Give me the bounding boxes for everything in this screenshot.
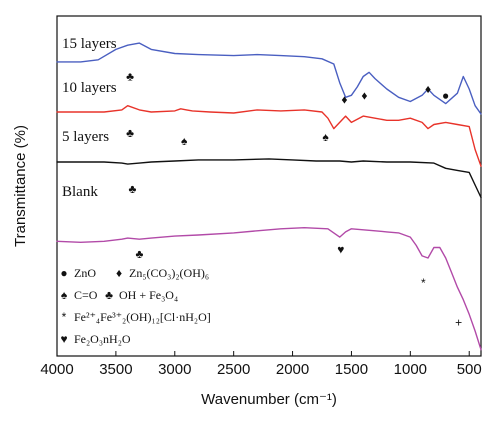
peak-marker-2: ♦ (361, 88, 367, 102)
legend: ● ZnO ♦ Zn₅(CO₃)₂(OH)₆ ♠ C=O ♣ OH + Fe₃O… (60, 266, 210, 346)
legend-label-carbonyl: C=O (74, 288, 98, 302)
peak-marker-11: * (421, 276, 426, 290)
legend-marker-green-rust: * (62, 310, 67, 324)
legend-label-zinc-carbonate: Zn₅(CO₃)₂(OH)₆ (129, 266, 209, 280)
series-line-15-layers (56, 42, 482, 115)
peak-marker-8: ♣ (128, 182, 136, 196)
legend-marker-oh-fe3o4: ♣ (105, 288, 113, 302)
legend-label-green-rust: Fe²⁺₄Fe³⁺₂(OH)₁₂[Cl·nH₂O] (74, 310, 211, 324)
peak-marker-7: ♠ (322, 130, 329, 144)
plot-frame (56, 15, 482, 357)
peak-marker-12: + (455, 316, 462, 330)
legend-label-zno: ZnO (74, 266, 96, 280)
curve-label-10-layers: 10 layers (62, 80, 117, 96)
peak-marker-5: ♣ (126, 126, 134, 140)
x-axis-ticks: 4000 3500 3000 2500 2000 1500 1000 500 (40, 351, 482, 378)
curve-label-blank: Blank (62, 184, 98, 200)
peak-marker-10: ♥ (337, 243, 344, 257)
x-axis-label: Wavenumber (cm⁻¹) (201, 391, 337, 408)
x-tick-label-2500: 2500 (217, 361, 250, 378)
peak-marker-1: ♦ (341, 92, 347, 106)
legend-marker-carbonyl: ♠ (61, 288, 68, 302)
x-tick-label-3500: 3500 (99, 361, 132, 378)
peak-marker-9: ♣ (136, 247, 144, 261)
legend-marker-zno: ● (60, 266, 67, 280)
peak-marker-3: ♦ (425, 82, 431, 96)
x-tick-label-3000: 3000 (158, 361, 191, 378)
x-tick-label-1000: 1000 (394, 361, 427, 378)
x-tick-label-500: 500 (457, 361, 482, 378)
curve-label-15-layers: 15 layers (62, 36, 117, 52)
peak-marker-6: ♠ (181, 134, 188, 148)
series-layer (56, 42, 482, 351)
series-line-blank (56, 226, 482, 351)
legend-marker-zinc-carbonate: ♦ (116, 266, 122, 280)
legend-label-oh-fe3o4: OH + Fe₃O₄ (119, 288, 178, 302)
x-tick-label-4000: 4000 (40, 361, 73, 378)
peak-marker-4: ● (442, 88, 449, 102)
y-axis-label: Transmittance (%) (12, 125, 29, 247)
annotation-layer: ♣ ♦ ♦ ♦ ● ♣ ♠ ♠ ♣ ♣ ♥ * + (126, 69, 462, 329)
peak-marker-0: ♣ (126, 69, 134, 83)
legend-label-hydrated-fe2o3: Fe₂O₃nH₂O (74, 332, 131, 346)
curve-label-5-layers: 5 layers (62, 129, 109, 145)
curve-labels: 15 layers 10 layers 5 layers Blank (62, 36, 117, 200)
legend-marker-hydrated-fe2o3: ♥ (60, 332, 67, 346)
x-tick-label-1500: 1500 (335, 361, 368, 378)
series-line-10-layers (56, 104, 482, 167)
series-line-5-layers (56, 158, 482, 199)
x-tick-label-2000: 2000 (276, 361, 309, 378)
